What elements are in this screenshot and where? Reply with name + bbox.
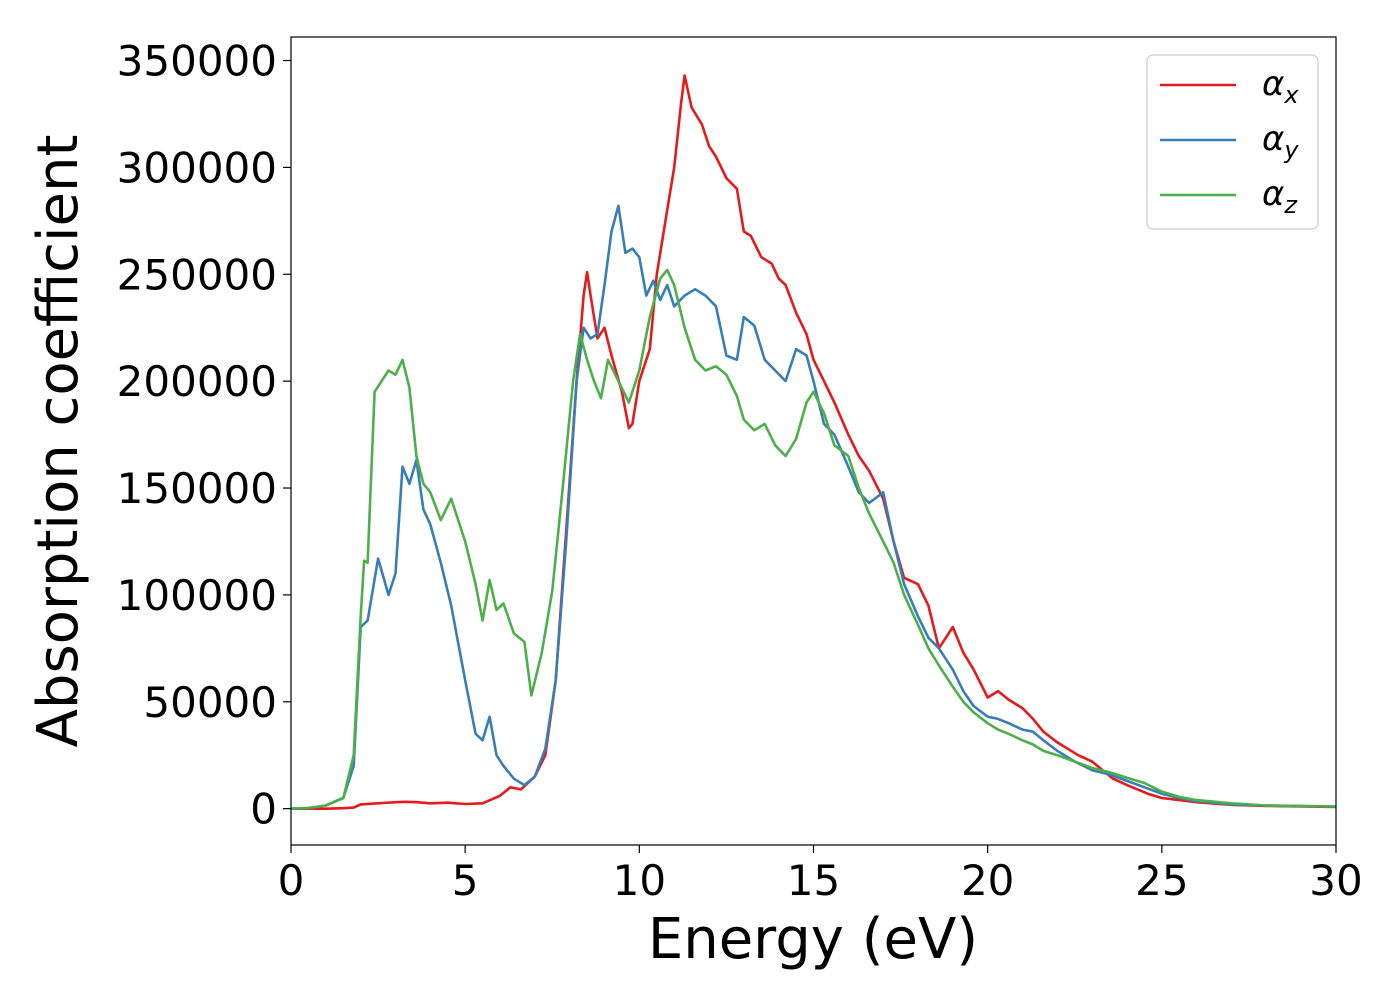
y-tick-label: 250000 — [117, 250, 277, 299]
y-tick-label: 100000 — [117, 571, 277, 620]
x-tick-label: 0 — [278, 856, 305, 905]
x-tick-label: 20 — [961, 856, 1014, 905]
legend-label-z: αz — [1262, 174, 1298, 219]
legend-box — [1146, 54, 1319, 230]
x-tick-label: 30 — [1309, 856, 1362, 905]
y-tick-label: 0 — [250, 785, 277, 834]
y-axis-ticks: 0 50000 100000 150000 200000 250000 300000 3500… — [117, 37, 291, 834]
x-tick-label: 10 — [613, 856, 666, 905]
y-tick-label: 350000 — [117, 37, 277, 86]
series-layer — [290, 74, 1337, 810]
y-tick-label: 200000 — [117, 357, 277, 406]
y-tick-label: 300000 — [117, 143, 277, 192]
x-tick-label: 5 — [452, 856, 479, 905]
y-tick-label: 50000 — [143, 678, 277, 727]
x-axis-ticks: 0 5 10 15 20 25 30 — [278, 845, 1363, 905]
legend-entries: αx αy αz — [1160, 64, 1299, 219]
legend: αx αy αz — [1146, 54, 1319, 230]
series-line-x — [291, 74, 1337, 810]
series-line-y — [290, 204, 1337, 810]
y-axis-title: Absorption coefficient — [26, 135, 91, 748]
legend-label-y: αy — [1262, 119, 1299, 164]
x-axis-title: Energy (eV) — [648, 907, 978, 972]
x-tick-label: 15 — [787, 856, 840, 905]
x-tick-label: 25 — [1135, 856, 1188, 905]
legend-label-x: αx — [1262, 64, 1299, 109]
y-tick-label: 150000 — [117, 464, 277, 513]
series-line-z — [290, 268, 1337, 810]
